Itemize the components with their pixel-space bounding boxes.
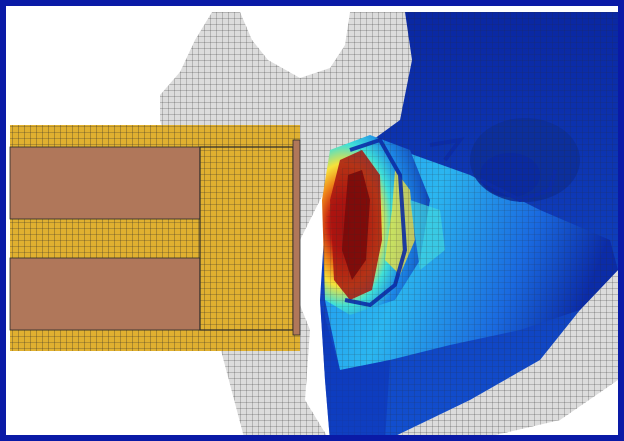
target-thermal-field [320, 12, 618, 441]
projectile [9, 125, 301, 351]
projectile-core-upper [9, 146, 201, 220]
projectile-core-lower [9, 257, 201, 331]
